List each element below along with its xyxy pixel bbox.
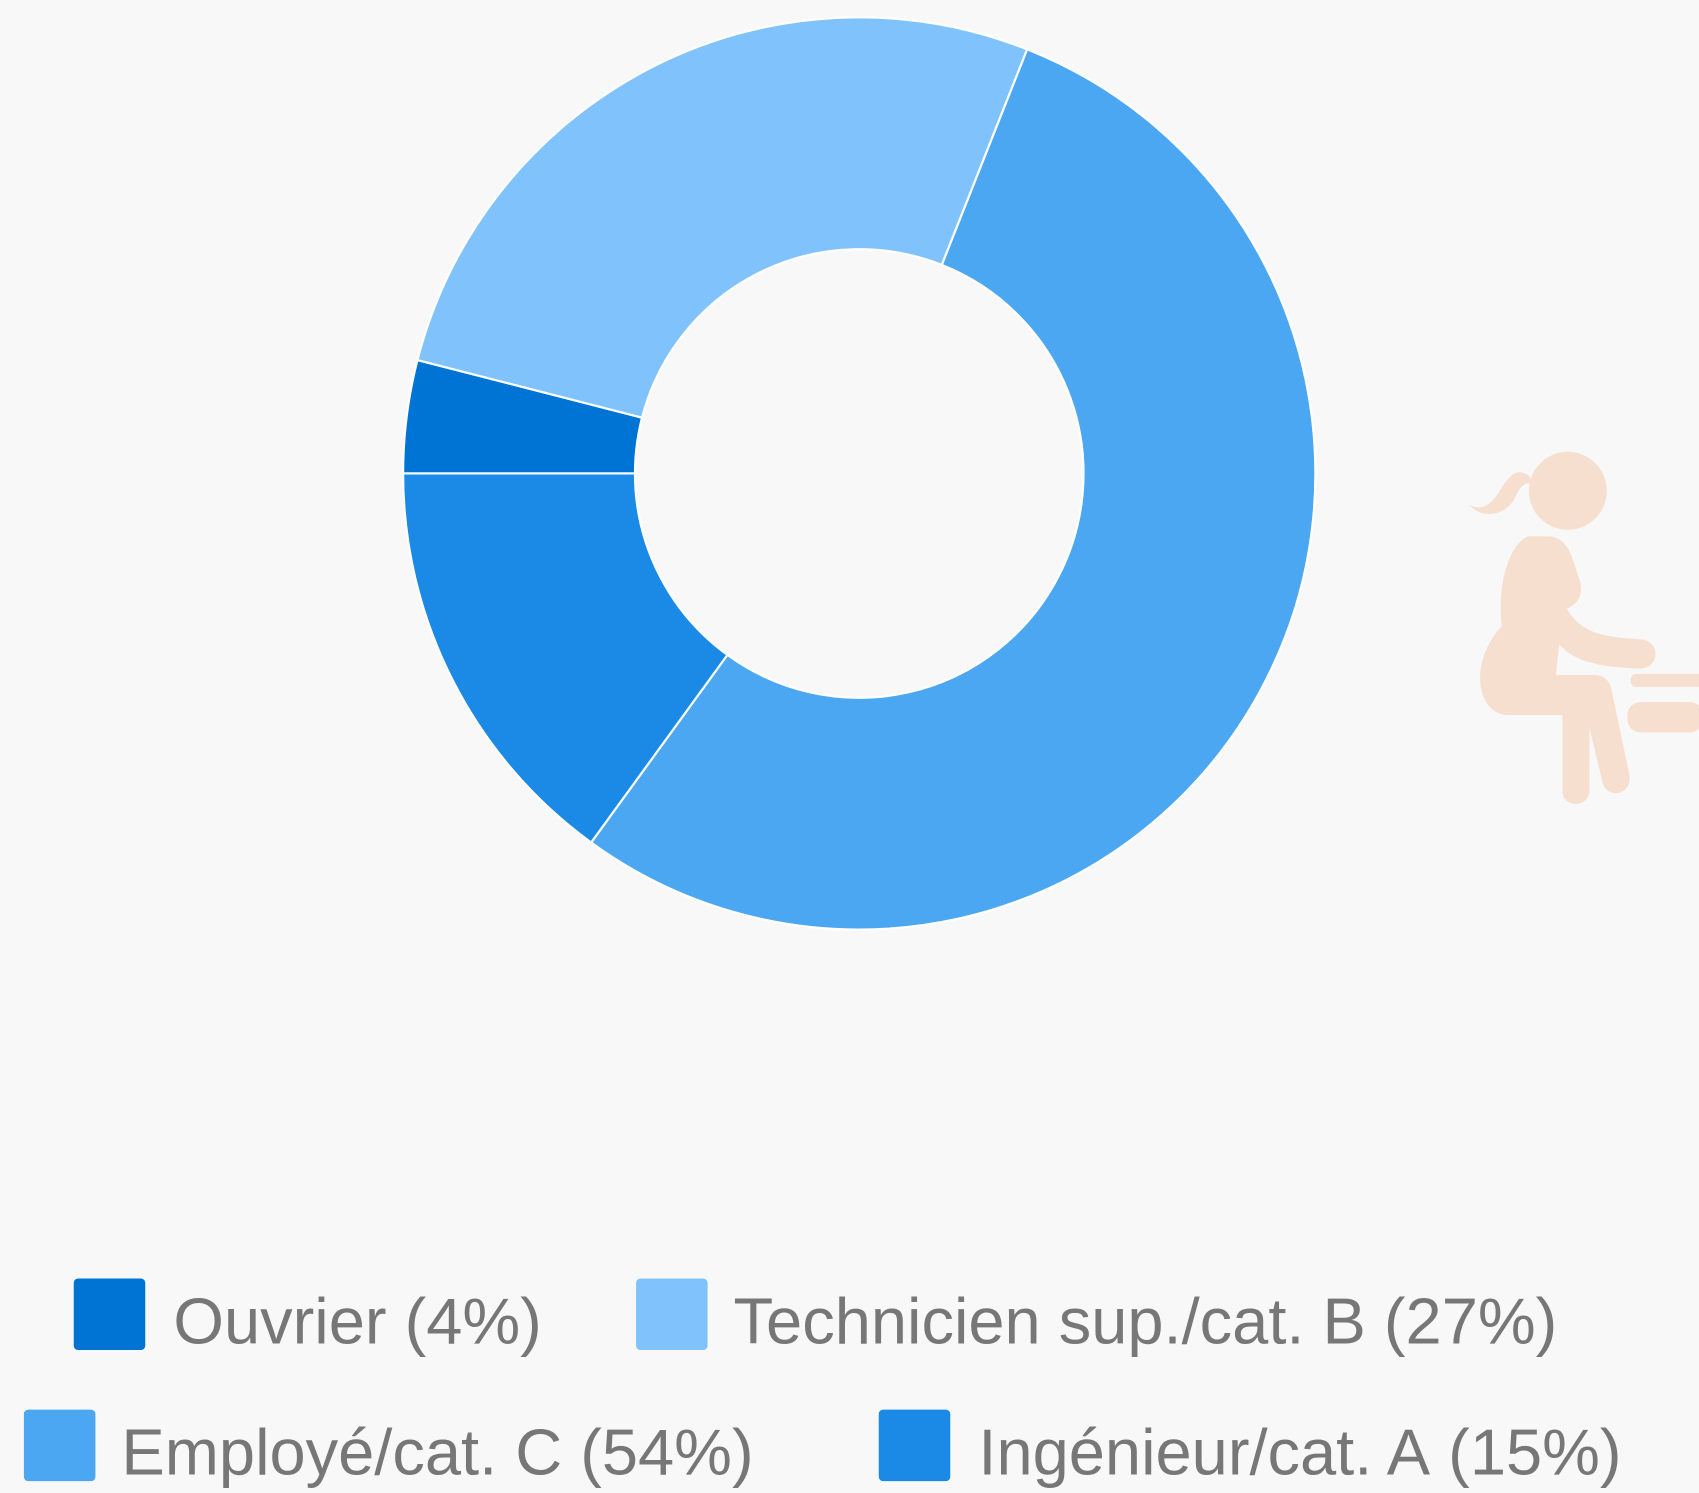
legend-swatch [23,1409,96,1482]
illustration [1469,451,1699,804]
donut-slice [402,472,729,845]
legend-name: Technicien sup./cat. B [734,1284,1366,1357]
donut [402,16,1317,931]
donut-slice [416,16,1029,420]
legend-name: Ouvrier [173,1284,386,1357]
donut-slice [589,47,1317,931]
legend: Ouvrier (4%) Technicien sup./cat. B (27%)… [23,1278,1622,1489]
legend-value: (15%) [1448,1416,1621,1489]
legend-value: (4%) [405,1284,542,1357]
legend-name: Ingénieur/cat. A [978,1416,1430,1489]
legend-value: (54%) [580,1416,753,1489]
legend-swatch [73,1278,146,1350]
legend-swatch [636,1278,708,1350]
legend-label: Employé/cat. C (54%) [121,1416,753,1489]
legend-swatch [878,1409,951,1482]
legend-value: (27%) [1384,1284,1557,1357]
legend-label: Technicien sup./cat. B (27%) [734,1284,1558,1357]
legend-name: Employé/cat. C [121,1416,562,1489]
legend-label: Ingénieur/cat. A (15%) [978,1416,1621,1489]
legend-label: Ouvrier (4%) [173,1284,541,1357]
